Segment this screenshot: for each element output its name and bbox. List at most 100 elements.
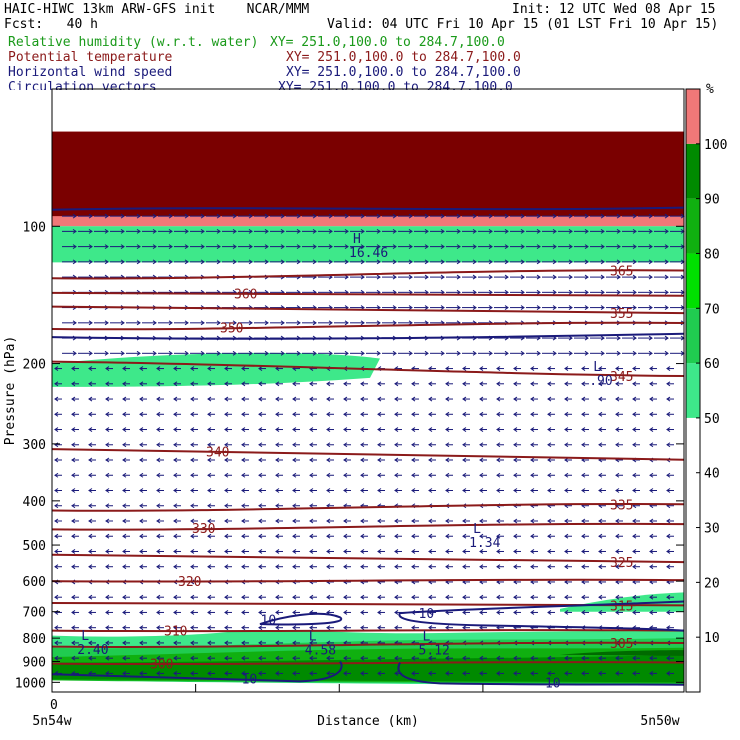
wind-vector-head xyxy=(105,610,110,615)
wind-vector-head xyxy=(581,411,586,417)
colorbar-band-100 xyxy=(686,89,700,144)
wind-vector-head xyxy=(120,228,125,234)
wind-vector-head xyxy=(394,670,399,676)
wind-vector-head xyxy=(343,442,348,448)
wind-vector-head xyxy=(360,610,365,615)
wind-vector-head xyxy=(360,549,365,554)
wind-vector-head xyxy=(241,411,246,417)
wind-vector-head xyxy=(136,320,141,326)
x-end-label-left: 5n54w xyxy=(32,714,71,729)
wind-vector-head xyxy=(462,533,467,539)
wind-vector-head xyxy=(224,503,229,509)
wind-vector-head xyxy=(649,564,654,570)
wind-vector-head xyxy=(232,228,237,234)
wind-vector-head xyxy=(411,564,416,570)
wind-vector-head xyxy=(275,442,280,448)
y-tick-label-200: 200 xyxy=(23,358,46,373)
wind-vector-head xyxy=(105,625,110,631)
wind-vector-head xyxy=(105,488,110,493)
wind-vector-head xyxy=(296,228,301,234)
wind-vector-head xyxy=(360,442,365,448)
wind-vector-head xyxy=(488,213,493,219)
wind-vector-head xyxy=(258,366,263,371)
wind-vector-head xyxy=(190,503,195,509)
wind-vector-head xyxy=(71,594,76,600)
wind-vector-head xyxy=(190,670,195,676)
wind-vector-head xyxy=(173,640,178,646)
wind-vector-head xyxy=(71,381,76,387)
colorbar-label-30: 30 xyxy=(704,522,720,537)
wind-vector-head xyxy=(520,305,525,311)
wind-vector-head xyxy=(200,259,205,265)
wind-vector-head xyxy=(326,457,331,463)
wind-speed-label-2: 10 xyxy=(242,672,258,687)
theta-isoline-320 xyxy=(51,578,685,583)
wind-vector-head xyxy=(616,350,621,356)
wind-vector-head xyxy=(248,259,253,265)
wind-vector-head xyxy=(547,549,552,554)
wind-vector-head xyxy=(71,366,76,371)
wind-vector-head xyxy=(326,655,331,661)
wind-vector-head xyxy=(88,625,93,631)
wind-vector-head xyxy=(649,427,654,432)
wind-vector-head xyxy=(292,442,297,448)
wind-vector-head xyxy=(392,228,397,234)
wind-vector-head xyxy=(428,381,433,387)
wind-vector-head xyxy=(309,533,314,539)
wind-vector-head xyxy=(649,549,654,554)
wind-vector-head xyxy=(513,518,518,524)
wind-vector-head xyxy=(564,472,569,478)
wind-vector-head xyxy=(496,533,501,539)
wind-vector-head xyxy=(394,488,399,493)
wind-vector-head xyxy=(581,472,586,478)
wind-vector-head xyxy=(326,670,331,676)
wind-vector-head xyxy=(513,594,518,600)
wind-vector-head xyxy=(309,457,314,463)
wind-vector-head xyxy=(88,457,93,463)
wind-vector-head xyxy=(411,625,416,631)
wind-vector-head xyxy=(496,655,501,661)
wind-vector-head xyxy=(581,427,586,432)
wind-vector-head xyxy=(376,350,381,356)
wind-vector-head xyxy=(139,381,144,387)
wind-vector-head xyxy=(472,289,477,295)
wind-vector-head xyxy=(88,259,93,265)
wind-vector-head xyxy=(394,518,399,524)
wind-vector-head xyxy=(292,610,297,615)
wind-vector-head xyxy=(71,533,76,539)
wind-vector-head xyxy=(248,350,253,356)
wind-vector-head xyxy=(552,213,557,219)
wind-vector-head xyxy=(139,396,144,402)
wind-vector-head xyxy=(309,488,314,493)
wind-vector-head xyxy=(598,670,603,676)
wind-vector-head xyxy=(190,594,195,600)
wind-vector-head xyxy=(600,244,605,250)
wind-vector-head xyxy=(496,564,501,570)
wind-vector-head xyxy=(248,228,253,234)
wind-vector-head xyxy=(136,244,141,250)
wind-vector-head xyxy=(530,366,535,371)
wind-vector-head xyxy=(88,396,93,402)
wind-vector-head xyxy=(377,396,382,402)
wind-vector-head xyxy=(547,670,552,676)
wind-vector-head xyxy=(241,564,246,570)
wind-vector-head xyxy=(598,518,603,524)
wind-vector-head xyxy=(581,518,586,524)
wind-vector-head xyxy=(664,335,669,341)
wind-vector-head xyxy=(428,655,433,661)
wind-vector-head xyxy=(241,640,246,646)
wind-vector-head xyxy=(173,396,178,402)
wind-vector-head xyxy=(462,655,467,661)
wind-vector-head xyxy=(156,411,161,417)
wind-vector-head xyxy=(547,610,552,615)
wind-vector-head xyxy=(88,213,93,219)
wind-vector-head xyxy=(120,320,125,326)
wind-vector-head xyxy=(424,228,429,234)
wind-vector-head xyxy=(309,442,314,448)
wind-vector-head xyxy=(258,549,263,554)
wind-vector-head xyxy=(536,259,541,265)
wind-vector-head xyxy=(408,244,413,250)
wind-vector-head xyxy=(536,350,541,356)
wind-vector-head xyxy=(139,610,144,615)
